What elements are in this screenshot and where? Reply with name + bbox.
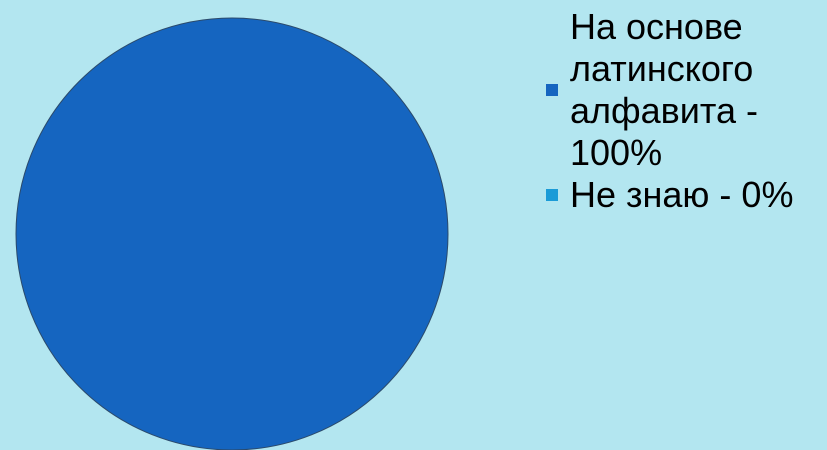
- legend-swatch-dont-know: [546, 189, 558, 201]
- legend-item-latin-alphabet: На основе латинского алфавита - 100%: [546, 6, 827, 174]
- legend-item-dont-know: Не знаю - 0%: [546, 174, 827, 216]
- legend-label-dont-know: Не знаю - 0%: [570, 174, 794, 215]
- pie-slice-latin-alphabet: [15, 17, 449, 450]
- chart-legend: На основе латинского алфавита - 100% Не …: [546, 6, 827, 216]
- legend-label-latin-alphabet: На основе латинского алфавита - 100%: [570, 6, 758, 173]
- legend-swatch-latin-alphabet: [546, 84, 558, 96]
